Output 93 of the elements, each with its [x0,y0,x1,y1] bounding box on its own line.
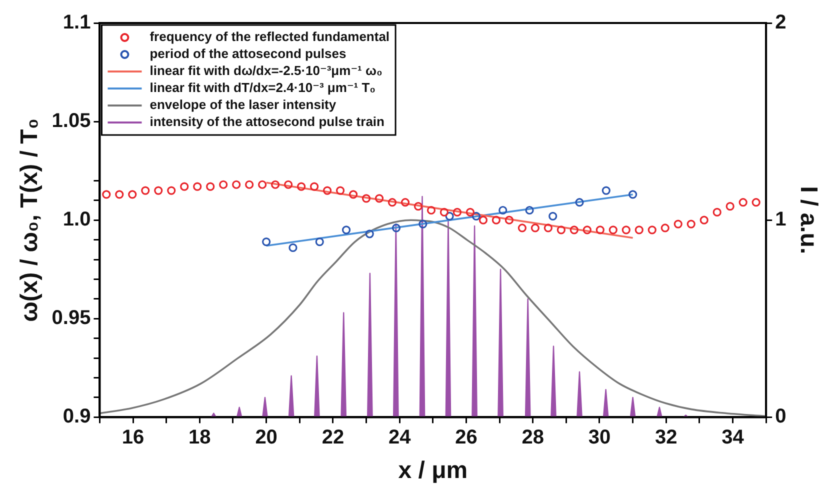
point [525,206,534,215]
point [115,190,124,199]
point [102,190,111,199]
point [660,224,670,232]
point [556,226,566,234]
point [548,212,558,220]
point [180,182,189,191]
y2-tick-label: 1 [775,208,786,231]
point [206,182,215,191]
point [348,190,358,199]
y2-tick-label: 2 [775,12,786,34]
point [322,186,332,195]
point [440,208,449,217]
point [498,206,508,215]
point [414,202,423,211]
legend-label: intensity of the attosecond pulse train [150,114,385,130]
x-tick-label: 16 [122,426,144,449]
point [362,194,371,203]
x-tick-label: 18 [188,426,211,449]
point [596,226,604,234]
point [262,237,271,246]
legend-label: linear fit with dω/dx=-2.5·10⁻³μm⁻¹ ω₀ [150,63,382,78]
point [154,186,163,195]
point [232,180,241,189]
y-tick-label: 0.9 [62,406,91,428]
point [141,186,150,195]
point [478,216,488,224]
point [530,224,540,232]
legend-label: frequency of the reflected fundamental [150,29,390,44]
point [365,230,374,238]
point [245,180,254,189]
x-tick-label: 20 [255,426,278,449]
point [648,226,656,234]
point [271,180,280,189]
y2-tick-label: 0 [775,406,786,428]
point [504,216,514,224]
point [575,198,584,207]
point [628,190,638,199]
point [544,224,552,232]
point [392,224,401,232]
point [738,198,748,207]
y-tick-label: 1.05 [52,110,91,132]
point [315,237,324,246]
point [602,186,610,195]
point [712,208,722,217]
x-tick-label: 22 [322,426,344,449]
point [700,216,708,224]
point [472,212,481,220]
y-axis-title: ω(x) / ω₀, T(x) / T₀ [16,118,44,322]
point [336,186,345,195]
x-tick-label: 26 [455,426,478,449]
point [342,226,351,234]
point [582,226,592,234]
x-tick-label: 24 [388,426,412,449]
point [193,182,202,191]
point [634,226,644,234]
point [374,194,384,203]
point [452,208,462,217]
point [388,198,397,207]
x-tick-label: 34 [722,426,745,449]
point [752,198,760,207]
x-axis-title: x / μm [398,457,468,484]
point [258,180,267,189]
point [466,208,475,217]
point [622,226,630,234]
x-tick-label: 28 [522,426,544,449]
legend-label: period of the attosecond pulses [150,46,346,62]
x-tick-label: 30 [588,426,611,449]
point [726,202,734,211]
legend-label: linear fit with dT/dx=2.4·10⁻³ μm⁻¹ T₀ [150,80,376,96]
y-tick-label: 0.95 [52,307,91,330]
y-tick-label: 1.0 [62,208,91,231]
point [608,226,618,234]
point [400,198,410,207]
point [570,226,578,234]
point [518,224,526,232]
point [426,206,436,215]
point [686,220,696,228]
point [288,243,298,252]
point [418,220,428,228]
point [219,180,228,189]
point [492,216,501,224]
point [674,220,682,228]
point [310,182,319,191]
legend-label: envelope of the laser intensity [150,97,337,112]
point [167,186,176,195]
point [128,190,137,199]
point [284,180,293,189]
y2-axis-title: I / a.u. [794,186,822,254]
x-tick-label: 32 [655,426,678,449]
point [445,212,454,220]
point [296,182,306,191]
y-tick-label: 1.1 [62,12,91,34]
